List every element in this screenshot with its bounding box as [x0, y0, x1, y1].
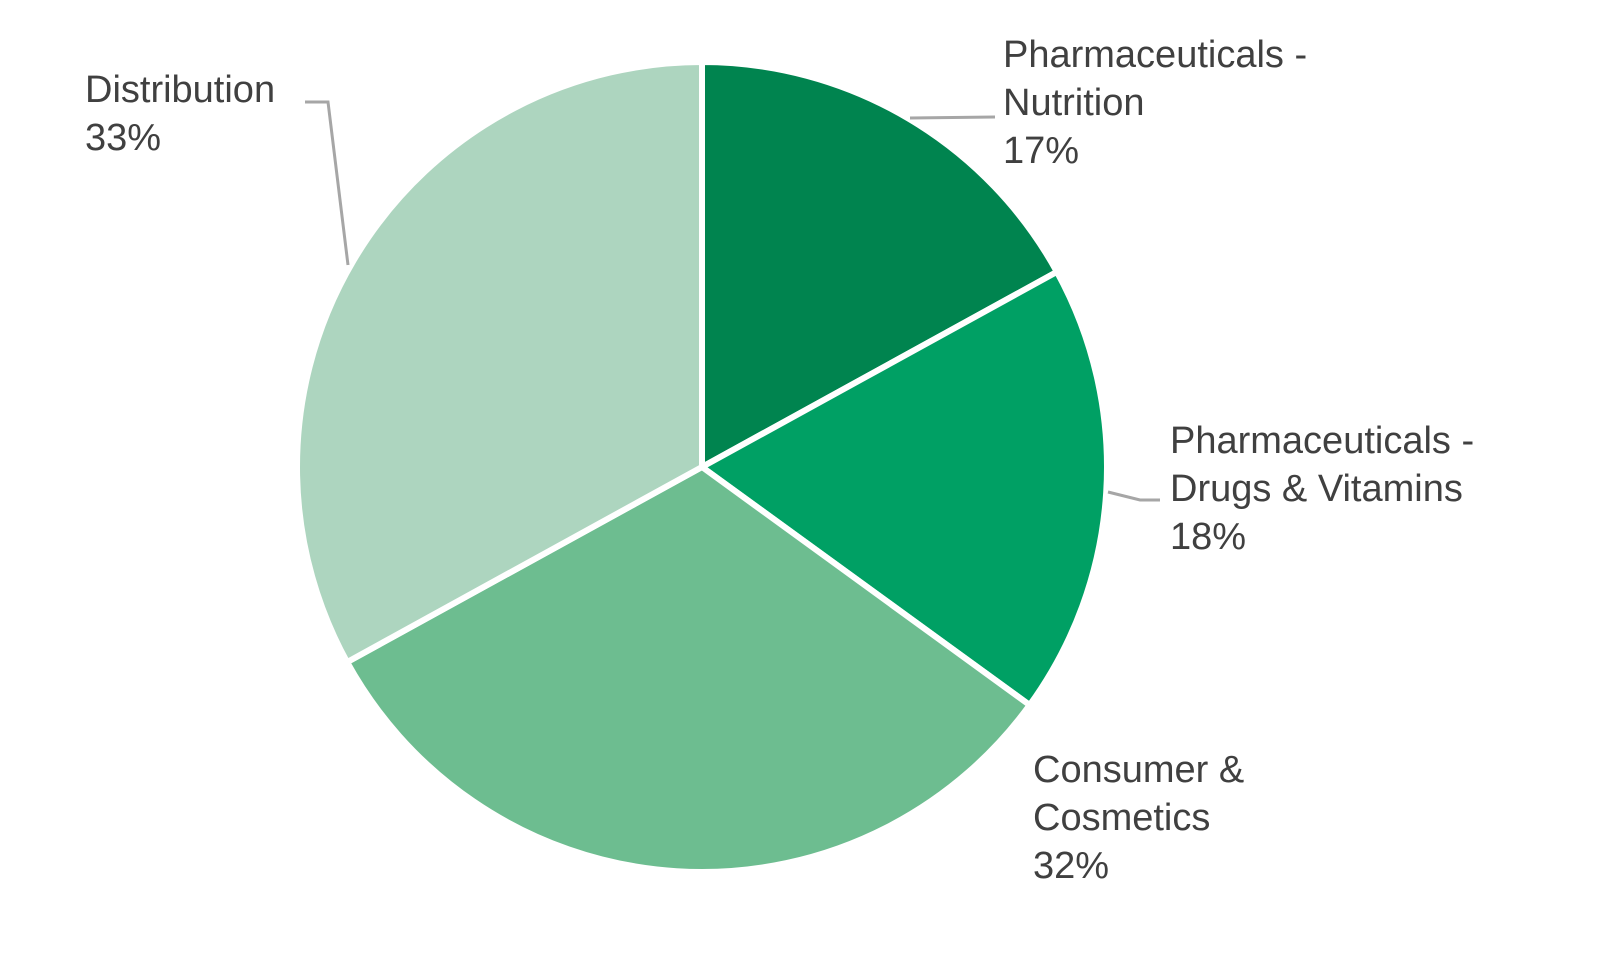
category-label: Pharmaceuticals - Nutrition — [1003, 34, 1308, 124]
leader-line — [1107, 490, 1160, 502]
slice-label: Pharmaceuticals - Drugs & Vitamins 18% — [1170, 417, 1485, 561]
slice-label: Distribution 33% — [85, 66, 315, 162]
category-label: Pharmaceuticals - Drugs & Vitamins — [1170, 420, 1475, 510]
value-label: 32% — [1033, 845, 1110, 887]
leader-line — [909, 115, 996, 120]
value-label: 33% — [85, 117, 162, 159]
slices — [294, 59, 1110, 875]
pie-slice — [344, 464, 1033, 875]
slice-label: Pharmaceuticals - Nutrition 17% — [1003, 31, 1323, 175]
pie-slice — [294, 59, 705, 666]
category-label: Consumer & Cosmetics — [1033, 749, 1245, 839]
slice-label: Consumer & Cosmetics 32% — [1033, 746, 1283, 890]
pie-slice — [699, 59, 1060, 470]
category-label: Distribution — [85, 69, 276, 111]
leader-line — [305, 100, 350, 266]
pie-slice — [699, 268, 1110, 709]
value-label: 17% — [1003, 130, 1080, 172]
value-label: 18% — [1170, 516, 1247, 558]
